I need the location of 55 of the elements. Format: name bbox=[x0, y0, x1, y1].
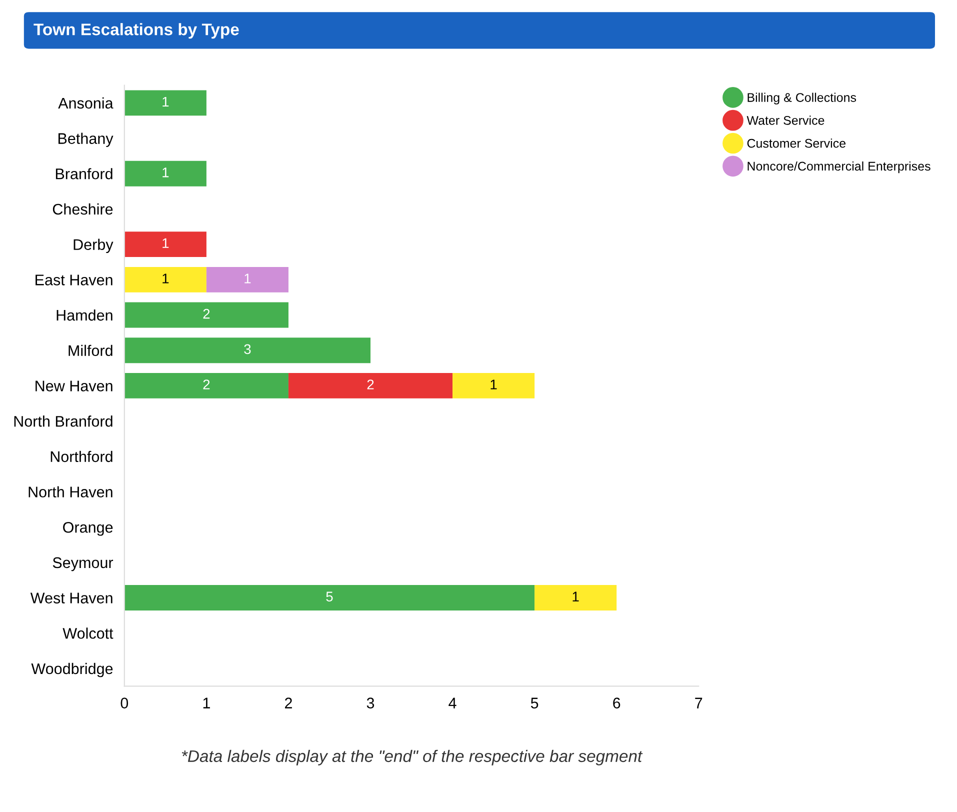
bar bbox=[124, 302, 288, 328]
x-tick-label: 2 bbox=[284, 698, 292, 708]
data-label: 3 bbox=[244, 344, 251, 354]
y-tick-label: North Haven bbox=[28, 486, 112, 498]
y-tick-label: West Haven bbox=[30, 592, 112, 604]
x-tick-label: 1 bbox=[203, 698, 210, 708]
y-tick-label: Derby bbox=[74, 238, 114, 254]
y-tick-label: Orange bbox=[63, 522, 113, 536]
text: *Data labels display at the "end" of the respective bar segment bbox=[182, 750, 643, 766]
bar bbox=[124, 232, 206, 258]
data-label: 2 bbox=[203, 308, 210, 319]
data-label: 1 bbox=[162, 238, 169, 248]
y-tick-label: Northford bbox=[50, 450, 112, 462]
bar bbox=[288, 372, 453, 398]
y-tick-label: Seymour bbox=[52, 557, 114, 572]
bar bbox=[206, 266, 288, 292]
bar bbox=[452, 372, 535, 398]
y-tick-label: Bethany bbox=[58, 132, 114, 147]
data-label: 2 bbox=[203, 380, 210, 390]
bar bbox=[124, 372, 288, 398]
y-tick-label: Hamden bbox=[56, 309, 112, 321]
data-label: 1 bbox=[244, 274, 251, 284]
y-tick-label: New Haven bbox=[36, 380, 112, 392]
bar bbox=[124, 585, 535, 610]
y-tick-label: Branford bbox=[56, 168, 112, 180]
y-tick-label: North Branford bbox=[14, 416, 112, 427]
x-tick-label: 3 bbox=[366, 698, 374, 708]
legend-label: Water Service bbox=[746, 116, 824, 125]
data-label: 2 bbox=[367, 380, 374, 390]
data-label: 1 bbox=[162, 168, 169, 178]
x-tick-label: 5 bbox=[530, 698, 538, 708]
bar bbox=[124, 338, 370, 364]
data-label: 1 bbox=[490, 380, 497, 390]
chart-title: Town Escalations by Type bbox=[34, 23, 239, 39]
bar bbox=[534, 585, 617, 610]
x-tick-label: 6 bbox=[613, 698, 620, 708]
y-tick-label: Ansonia bbox=[58, 97, 114, 109]
data-label: 1 bbox=[572, 592, 579, 602]
data-label: 5 bbox=[326, 592, 333, 602]
bar bbox=[124, 90, 206, 116]
legend-label: Customer Service bbox=[747, 138, 846, 148]
bar bbox=[124, 160, 206, 186]
x-tick-label: 0 bbox=[120, 698, 128, 708]
data-label: 1 bbox=[162, 274, 169, 284]
bar bbox=[124, 266, 206, 292]
y-tick-label: East Haven bbox=[36, 274, 112, 286]
legend-label: Billing & Collections bbox=[748, 92, 856, 104]
legend-label: Noncore/Commercial Enterprises bbox=[748, 161, 930, 174]
data-label: 1 bbox=[162, 96, 169, 107]
y-tick-label: Wolcott bbox=[62, 628, 114, 639]
y-tick-label: Cheshire bbox=[52, 203, 113, 215]
y-tick-label: Milford bbox=[68, 344, 112, 356]
y-tick-label: Woodbridge bbox=[31, 662, 113, 678]
x-tick-label: 4 bbox=[448, 698, 456, 708]
x-tick-label: 7 bbox=[695, 698, 702, 708]
